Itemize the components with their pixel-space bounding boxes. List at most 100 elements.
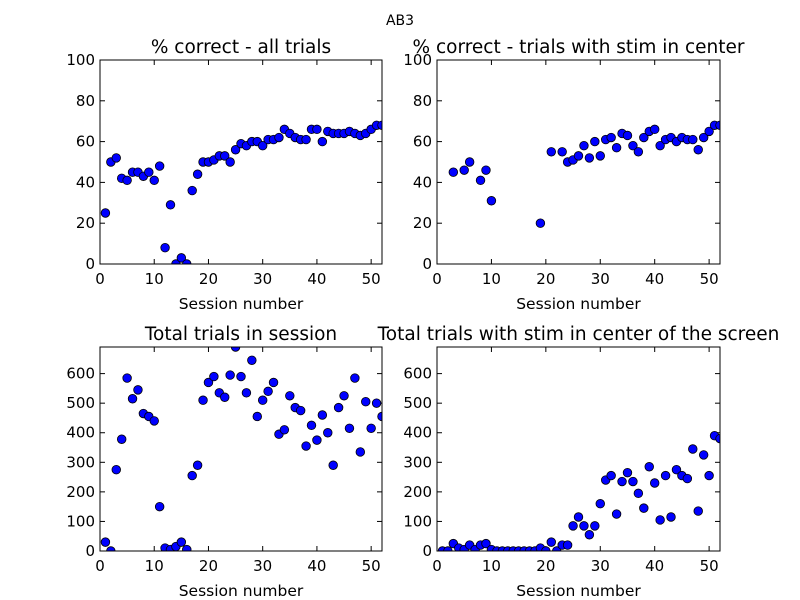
x-axis-label-center-trials-pct: Session number xyxy=(516,295,641,313)
subplot-total-trials: Total trials in session Session number 0 10… xyxy=(66,324,383,600)
data-point xyxy=(116,434,127,444)
data-point xyxy=(252,411,262,422)
x-axis-label-total-center-trials: Session number xyxy=(516,582,641,600)
data-point xyxy=(301,134,311,145)
x-axis-label-total-trials: Session number xyxy=(179,582,304,600)
x-tick-label: 0 xyxy=(432,557,442,575)
data-point xyxy=(606,132,616,143)
subplot-all-trials-pct: % correct - all trials Session number 0 10 2… xyxy=(66,37,383,313)
data-point xyxy=(301,441,311,451)
data-point xyxy=(220,392,230,402)
y-tick-label: 60 xyxy=(76,133,95,151)
data-point xyxy=(203,377,214,388)
data-point xyxy=(230,145,241,155)
data-point xyxy=(366,423,376,434)
figure-suptitle: AB3 xyxy=(386,13,414,29)
x-tick-label: 10 xyxy=(145,270,164,288)
data-point xyxy=(655,515,665,525)
data-point xyxy=(317,410,328,420)
data-point xyxy=(192,169,203,179)
x-tick-label: 30 xyxy=(253,557,272,575)
data-point xyxy=(154,501,165,512)
y-tick-label: 500 xyxy=(66,394,95,412)
data-point xyxy=(590,136,600,147)
subplots-container: % correct - all trials Session number 0 10 2… xyxy=(66,37,779,600)
data-point xyxy=(573,512,584,522)
data-point xyxy=(247,355,257,366)
data-point xyxy=(144,167,154,177)
y-tick-label: 100 xyxy=(403,512,432,530)
subplot-center-trials-pct: % correct - trials with stim in center Se… xyxy=(403,37,745,313)
data-point xyxy=(481,165,491,175)
data-point xyxy=(688,134,698,145)
data-point xyxy=(649,478,660,488)
x-tick-label: 20 xyxy=(536,557,555,575)
y-tick-label: 60 xyxy=(413,133,432,151)
data-point xyxy=(154,161,165,171)
y-tick-label: 0 xyxy=(422,542,432,560)
data-point xyxy=(279,425,290,435)
data-point xyxy=(236,371,246,382)
y-tick-label: 80 xyxy=(413,92,432,110)
data-point xyxy=(611,509,622,519)
data-point xyxy=(486,196,497,206)
data-point xyxy=(306,420,317,431)
data-point xyxy=(628,476,638,487)
data-point xyxy=(633,147,644,157)
data-point xyxy=(160,242,170,253)
x-tick-label: 30 xyxy=(591,270,610,288)
x-tick-label: 50 xyxy=(362,557,381,575)
y-tick-label: 0 xyxy=(85,542,95,560)
y-tick-label: 20 xyxy=(76,214,95,232)
data-point xyxy=(106,546,116,551)
data-point xyxy=(344,423,355,434)
y-tick-label: 500 xyxy=(403,394,432,412)
data-point xyxy=(176,537,187,547)
plot-title-all-trials-pct: % correct - all trials xyxy=(151,37,331,58)
data-point xyxy=(149,416,159,426)
y-tick-label: 40 xyxy=(76,173,95,191)
x-tick-label: 50 xyxy=(700,270,719,288)
data-point xyxy=(285,391,295,401)
y-tick-label: 600 xyxy=(403,365,432,383)
data-point xyxy=(295,405,306,416)
data-point xyxy=(323,428,333,438)
data-point xyxy=(590,521,600,531)
data-point xyxy=(328,460,338,470)
data-point xyxy=(562,540,573,550)
data-point xyxy=(182,259,192,264)
data-point xyxy=(688,444,698,454)
series-points-center-trials-pct xyxy=(448,120,720,228)
data-point xyxy=(546,147,556,157)
data-point xyxy=(100,537,111,547)
data-point xyxy=(377,411,382,422)
data-point xyxy=(704,126,714,137)
data-point xyxy=(639,132,649,143)
data-point xyxy=(617,476,627,487)
x-tick-label: 20 xyxy=(536,270,555,288)
y-tick-label: 0 xyxy=(85,255,95,273)
data-point xyxy=(611,143,622,153)
y-tick-label: 20 xyxy=(413,214,432,232)
x-tick-label: 10 xyxy=(482,270,501,288)
data-point xyxy=(622,130,633,141)
data-point xyxy=(317,136,328,147)
y-tick-label: 100 xyxy=(66,512,95,530)
data-point xyxy=(182,544,192,551)
y-tick-label: 400 xyxy=(403,424,432,442)
data-point xyxy=(133,385,143,395)
data-point xyxy=(192,460,203,470)
data-point xyxy=(443,546,453,551)
data-point xyxy=(339,391,349,401)
data-point xyxy=(682,473,693,484)
x-tick-label: 20 xyxy=(199,270,218,288)
y-tick-label: 0 xyxy=(422,255,432,273)
data-point xyxy=(459,165,469,175)
data-point xyxy=(660,470,671,481)
y-tick-label: 400 xyxy=(66,424,95,442)
data-point xyxy=(639,503,649,513)
y-tick-label: 300 xyxy=(66,453,95,471)
data-point xyxy=(187,470,197,481)
data-point xyxy=(628,140,638,151)
